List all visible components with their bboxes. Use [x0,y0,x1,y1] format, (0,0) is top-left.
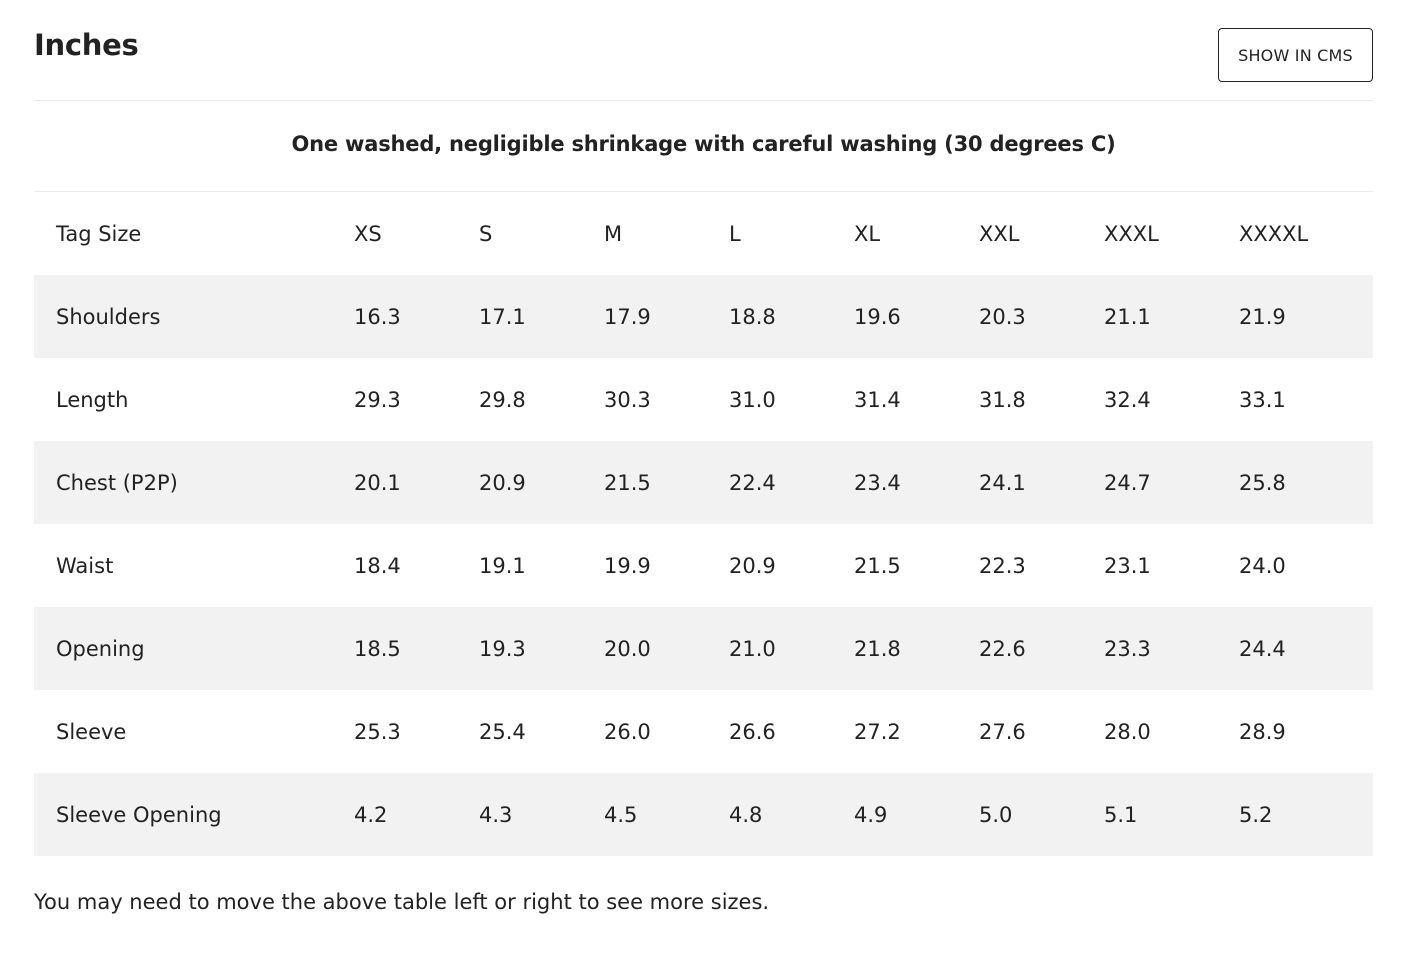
table-cell: 27.2 [854,719,901,744]
scroll-hint-note: You may need to move the above table lef… [34,890,770,914]
table-cell: 24.0 [1239,553,1286,578]
table-cell: 32.4 [1104,387,1151,412]
column-header-tag-size: Tag Size [56,221,142,246]
table-cell: 21.5 [604,470,651,495]
table-caption: One washed, negligible shrinkage with ca… [34,101,1373,192]
table-cell: 18.5 [354,636,401,661]
table-cell: 22.4 [729,470,776,495]
table-cell: 28.0 [1104,719,1151,744]
table-cell: 28.9 [1239,719,1286,744]
table-cell: 20.9 [729,553,776,578]
table-body: Shoulders 16.3 17.1 17.9 18.8 19.6 20.3 21.1 21.… [34,275,1373,856]
table-row: Sleeve Opening 4.2 4.3 4.5 4.8 4.9 5.0 5.1 5.2 [34,773,1373,856]
size-chart-panel: Inches SHOW IN CMS One washed, negligibl… [34,0,1373,914]
table-cell: 19.9 [604,553,651,578]
table-cell: 4.8 [729,802,763,827]
table-cell: 5.0 [979,802,1013,827]
table-cell: 25.4 [479,719,526,744]
column-header-xxxxl: XXXXL [1239,221,1309,246]
table-row: Sleeve 25.3 25.4 26.0 26.6 27.2 27.6 28.0 28.9 [34,690,1373,773]
table-cell: 18.4 [354,553,401,578]
page-title: Inches [34,28,139,62]
table-cell: 26.6 [729,719,776,744]
table-cell: 17.1 [479,304,526,329]
table-cell: 5.1 [1104,802,1138,827]
table-cell: 16.3 [354,304,401,329]
table-row: Opening 18.5 19.3 20.0 21.0 21.8 22.6 23.3 24.4 [34,607,1373,690]
row-label: Sleeve Opening [56,802,222,827]
table-cell: 20.1 [354,470,401,495]
row-label: Sleeve [56,719,127,744]
table-cell: 31.0 [729,387,776,412]
table-cell: 31.4 [854,387,901,412]
table-cell: 20.3 [979,304,1026,329]
table-cell: 31.8 [979,387,1026,412]
table-cell: 20.0 [604,636,651,661]
row-label: Length [56,387,129,412]
row-label: Chest (P2P) [56,470,178,495]
table-cell: 23.3 [1104,636,1151,661]
table-cell: 27.6 [979,719,1026,744]
column-header-xxxl: XXXL [1104,221,1159,246]
table-cell: 25.8 [1239,470,1286,495]
table-cell: 19.1 [479,553,526,578]
row-label: Waist [56,553,114,578]
table-cell: 33.1 [1239,387,1286,412]
table-cell: 21.0 [729,636,776,661]
column-header-m: M [604,221,623,246]
table-cell: 21.1 [1104,304,1151,329]
table-cell: 23.1 [1104,553,1151,578]
table-cell: 19.3 [479,636,526,661]
table-cell: 25.3 [354,719,401,744]
table-cell: 30.3 [604,387,651,412]
table-cell: 29.8 [479,387,526,412]
table-cell: 29.3 [354,387,401,412]
column-header-xs: XS [354,221,382,246]
table-cell: 5.2 [1239,802,1273,827]
table-row: Chest (P2P) 20.1 20.9 21.5 22.4 23.4 24.1 24.7 2… [34,441,1373,524]
table-cell: 21.9 [1239,304,1286,329]
table-cell: 4.2 [354,802,388,827]
table-cell: 4.9 [854,802,888,827]
table-cell: 23.4 [854,470,901,495]
table-cell: 18.8 [729,304,776,329]
show-in-cms-button[interactable]: SHOW IN CMS [1218,28,1373,82]
row-label: Shoulders [56,304,161,329]
table-cell: 24.4 [1239,636,1286,661]
table-cell: 4.3 [479,802,513,827]
column-header-l: L [729,221,741,246]
table-cell: 20.9 [479,470,526,495]
table-cell: 17.9 [604,304,651,329]
table-row: Shoulders 16.3 17.1 17.9 18.8 19.6 20.3 21.1 21.… [34,275,1373,358]
table-header-row: Tag Size XS S M L XL XXL XXXL XXXXL [34,192,1373,275]
table-cell: 24.7 [1104,470,1151,495]
table-cell: 19.6 [854,304,901,329]
table-cell: 24.1 [979,470,1026,495]
column-header-xxl: XXL [979,221,1020,246]
table-cell: 21.8 [854,636,901,661]
table-cell: 22.3 [979,553,1026,578]
table-cell: 22.6 [979,636,1026,661]
table-row: Length 29.3 29.8 30.3 31.0 31.4 31.8 32.4 33.1 [34,358,1373,441]
table-cell: 26.0 [604,719,651,744]
size-chart-header: Inches SHOW IN CMS [34,0,1373,101]
table-cell: 21.5 [854,553,901,578]
column-header-s: S [479,221,493,246]
size-table[interactable]: Tag Size XS S M L XL XXL XXXL XXXXL Shou… [34,192,1373,856]
table-row: Waist 18.4 19.1 19.9 20.9 21.5 22.3 23.1 24.0 [34,524,1373,607]
row-label: Opening [56,636,145,661]
table-cell: 4.5 [604,802,638,827]
column-header-xl: XL [854,221,881,246]
